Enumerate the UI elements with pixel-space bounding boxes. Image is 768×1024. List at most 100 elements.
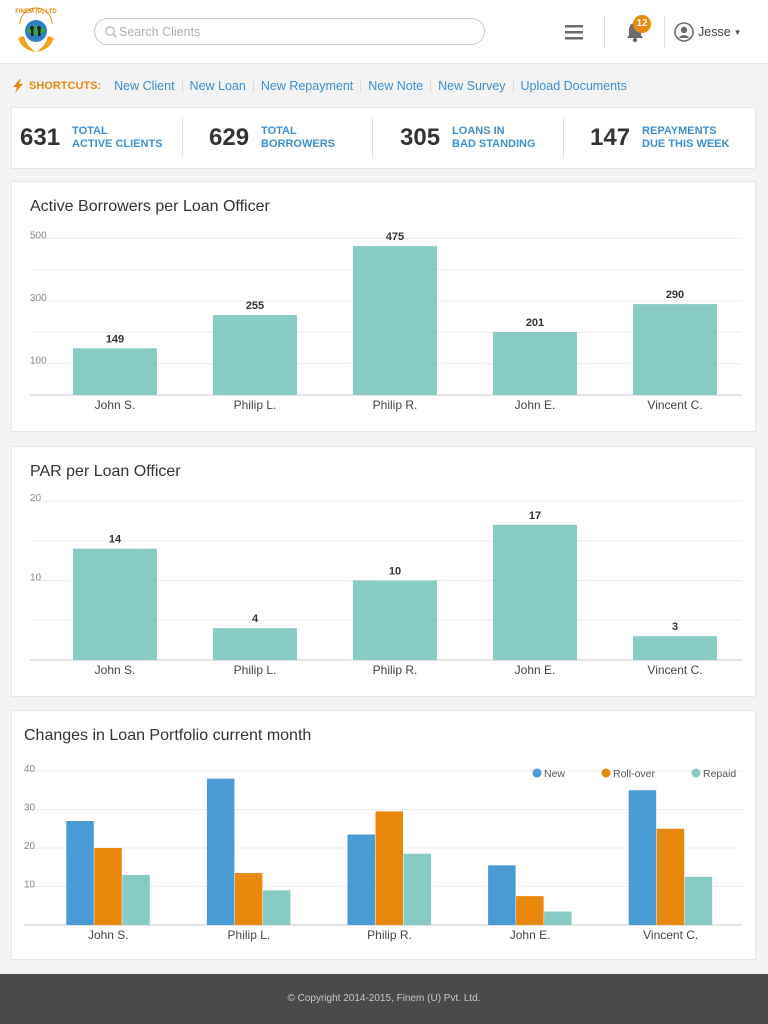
- svg-text:FINEM (U) LTD: FINEM (U) LTD: [15, 9, 57, 15]
- shortcuts-label: SHORTCUTS:: [29, 80, 102, 92]
- bar: [213, 628, 297, 660]
- x-tick-label: Philip L.: [234, 663, 277, 677]
- data-label: 201: [526, 317, 544, 329]
- x-tick-label: John E.: [515, 398, 556, 412]
- bar-repaid: [403, 853, 431, 925]
- x-tick-label: Vincent C.: [647, 398, 702, 412]
- copyright-text: © Copyright 2014-2015, Finem (U) Pvt. Lt…: [287, 993, 481, 1004]
- bar-new: [347, 834, 375, 925]
- chevron-down-icon: ▼: [733, 28, 742, 37]
- stat-value: 629: [209, 124, 250, 151]
- stat-divider: [372, 118, 373, 158]
- data-label: 290: [666, 289, 684, 301]
- bar-new: [628, 790, 657, 925]
- legend-label: Repaid: [703, 768, 736, 780]
- x-tick-label: Philip R.: [373, 398, 418, 412]
- data-label: 149: [106, 333, 124, 345]
- x-tick-label: John S.: [95, 663, 136, 677]
- user-name: Jesse: [698, 25, 731, 39]
- stat-value: 305: [400, 124, 441, 151]
- bar: [213, 315, 297, 395]
- stat-borrowers[interactable]: 629 TOTAL BORROWERS: [209, 108, 335, 168]
- bar: [73, 548, 157, 660]
- legend-marker: [601, 768, 611, 778]
- x-tick-label: Philip L.: [234, 398, 277, 412]
- summary-stats-panel: 631 TOTAL ACTIVE CLIENTS 629 TOTAL BORROWE…: [11, 107, 756, 169]
- shortcut-new-loan[interactable]: New Loan: [181, 79, 253, 93]
- y-tick-label: 30: [24, 803, 36, 814]
- lightning-icon: [13, 79, 23, 93]
- shortcut-new-repayment[interactable]: New Repayment: [252, 79, 360, 93]
- data-label: 4: [252, 613, 259, 625]
- stat-value: 631: [20, 124, 61, 151]
- stat-divider: [563, 118, 564, 158]
- x-tick-label: John S.: [95, 398, 136, 412]
- stat-active-clients[interactable]: 631 TOTAL ACTIVE CLIENTS: [20, 108, 163, 168]
- x-tick-label: John S.: [88, 928, 129, 942]
- legend-marker: [691, 768, 701, 778]
- bar: [493, 331, 577, 395]
- bar-roll-over: [516, 896, 544, 925]
- stat-value: 147: [590, 124, 631, 151]
- stat-label: REPAYMENTS DUE THIS WEEK: [642, 125, 730, 150]
- bar-repaid: [122, 874, 150, 925]
- y-tick-label: 20: [30, 493, 42, 504]
- navbar-divider: [664, 16, 665, 48]
- search-icon: [105, 26, 117, 38]
- bar-new: [66, 821, 94, 925]
- user-menu[interactable]: Jesse ▼: [674, 21, 742, 43]
- shortcuts-bar: SHORTCUTS: New Client New Loan New Repay…: [12, 78, 634, 94]
- data-label: 255: [246, 300, 264, 312]
- data-label: 475: [386, 231, 404, 243]
- y-tick-label: 20: [24, 841, 36, 852]
- stat-divider: [182, 118, 183, 158]
- bar-roll-over: [94, 848, 122, 925]
- data-label: 3: [672, 621, 678, 633]
- search-box[interactable]: [94, 18, 485, 45]
- portfolio-grouped-bar-chart: 10 20 30 40 John S. Philip L. Philip R. John E.…: [24, 764, 742, 942]
- portfolio-chart-panel: Changes in Loan Portfolio current month …: [11, 710, 756, 960]
- bar: [73, 348, 157, 395]
- par-chart-panel: PAR per Loan Officer 10 20 14 John S. 4 Phili…: [11, 446, 756, 697]
- bar-roll-over: [375, 811, 403, 925]
- bar: [353, 246, 437, 395]
- navbar-divider: [604, 16, 605, 48]
- data-label: 17: [529, 510, 541, 522]
- bar-roll-over: [656, 828, 685, 925]
- x-tick-label: Philip L.: [228, 928, 271, 942]
- x-tick-label: Philip R.: [367, 928, 412, 942]
- hamburger-menu-icon[interactable]: [563, 22, 587, 42]
- shortcut-upload-documents[interactable]: Upload Documents: [512, 79, 634, 93]
- bar: [633, 636, 717, 660]
- y-tick-label: 500: [30, 230, 47, 241]
- bar-new: [488, 865, 516, 925]
- bar: [353, 580, 437, 660]
- par-bar-chart: 10 20 14 John S. 4 Philip L. 10 Philip R. 17 John…: [30, 493, 742, 677]
- search-input[interactable]: [119, 21, 474, 42]
- y-tick-label: 300: [30, 293, 47, 304]
- shortcut-new-client[interactable]: New Client: [114, 79, 175, 93]
- y-tick-label: 100: [30, 356, 47, 367]
- bar-roll-over: [234, 873, 263, 925]
- legend-label: Roll-over: [613, 768, 656, 780]
- data-label: 10: [389, 565, 401, 577]
- shortcut-new-survey[interactable]: New Survey: [430, 79, 512, 93]
- stat-bad-standing[interactable]: 305 LOANS IN BAD STANDING: [400, 108, 536, 168]
- page-footer: © Copyright 2014-2015, Finem (U) Pvt. Lt…: [0, 974, 768, 1024]
- stat-label: LOANS IN BAD STANDING: [452, 125, 536, 150]
- bar: [493, 524, 577, 660]
- shortcut-new-note[interactable]: New Note: [360, 79, 430, 93]
- chart-title: PAR per Loan Officer: [30, 463, 181, 480]
- data-label: 14: [109, 534, 122, 546]
- borrowers-chart-panel: Active Borrowers per Loan Officer 100 300…: [11, 181, 756, 432]
- x-tick-label: Vincent C.: [647, 663, 702, 677]
- y-tick-label: 10: [30, 572, 42, 583]
- top-navbar: FINEM (U) LTD 12 Jesse ▼: [0, 0, 768, 64]
- x-tick-label: John E.: [510, 928, 551, 942]
- bar-repaid: [684, 876, 713, 925]
- bar: [633, 304, 717, 395]
- x-tick-label: John E.: [515, 663, 556, 677]
- x-tick-label: Philip R.: [373, 663, 418, 677]
- company-logo[interactable]: FINEM (U) LTD: [12, 4, 60, 58]
- stat-repayments-due[interactable]: 147 REPAYMENTS DUE THIS WEEK: [590, 108, 729, 168]
